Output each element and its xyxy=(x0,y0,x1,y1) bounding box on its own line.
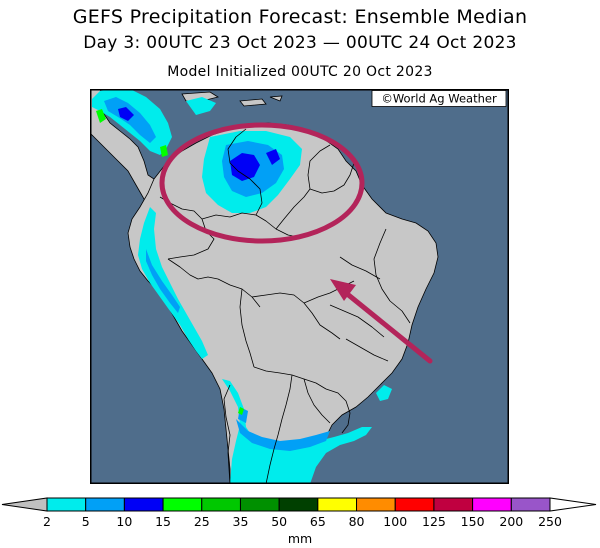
colorbar-units: mm xyxy=(287,531,313,546)
colorbar-segment xyxy=(239,497,280,512)
colorbar-tick-label: 15 xyxy=(155,514,172,529)
precip-15-25mm xyxy=(96,109,244,415)
colorbar-segment xyxy=(85,497,125,512)
colorbar-tick-label: 100 xyxy=(383,514,408,529)
colorbar-segment xyxy=(317,497,358,512)
colorbar-tick-label: 10 xyxy=(116,514,133,529)
watermark-text: ©World Ag Weather xyxy=(381,92,497,106)
precip-10-15mm xyxy=(118,107,280,181)
precipitation-map: ©World Ag Weather xyxy=(90,89,509,484)
highlight-arrow xyxy=(330,279,433,364)
map-frame xyxy=(90,89,509,484)
colorbar-tick-label: 125 xyxy=(421,514,446,529)
colorbar-tick-label: 200 xyxy=(499,514,524,529)
caribbean-islands xyxy=(181,91,283,107)
colorbar-tick-label: 2 xyxy=(43,514,51,529)
colorbar-tick-label: 65 xyxy=(309,514,326,529)
colorbar-tick-label: 25 xyxy=(193,514,210,529)
colorbar-under-triangle xyxy=(1,497,48,512)
colorbar-tick-label: 250 xyxy=(538,514,562,529)
colorbar-tick-label: 150 xyxy=(460,514,485,529)
forecast-period: Day 3: 00UTC 23 Oct 2023 — 00UTC 24 Oct … xyxy=(83,33,517,53)
colorbar-segment xyxy=(46,497,87,512)
precip-5-10mm xyxy=(104,97,330,451)
coastal-lakes xyxy=(386,399,393,408)
model-init-time: Model Initialized 00UTC 20 Oct 2023 xyxy=(167,64,433,80)
colorbar-segment xyxy=(356,497,396,512)
watermark: ©World Ag Weather xyxy=(371,90,507,107)
colorbar xyxy=(1,497,597,512)
colorbar-segment xyxy=(123,497,164,512)
colorbar-segment xyxy=(510,497,551,512)
colorbar-segment xyxy=(433,497,474,512)
colorbar-segment xyxy=(162,497,203,512)
colorbar-segment xyxy=(201,497,241,512)
colorbar-over-triangle xyxy=(549,497,597,512)
colorbar-segment xyxy=(278,497,319,512)
colorbar-tick-label: 35 xyxy=(232,514,249,529)
highlight-ellipse xyxy=(159,122,365,244)
colorbar-tick-label: 80 xyxy=(348,514,365,529)
colorbar-tick-label: 50 xyxy=(271,514,288,529)
colorbar-segment xyxy=(472,497,512,512)
colorbar-segment xyxy=(394,497,435,512)
colorbar-tick-label: 5 xyxy=(81,514,90,529)
map-title: GEFS Precipitation Forecast: Ensemble Me… xyxy=(72,6,528,28)
